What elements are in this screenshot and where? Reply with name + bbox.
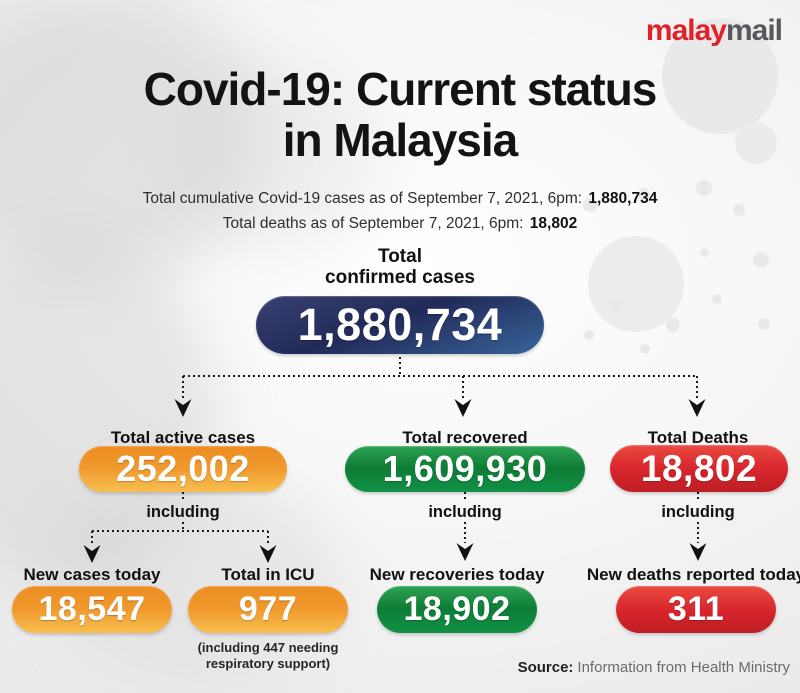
- icu-note: (including 447 needing respiratory suppo…: [197, 640, 339, 671]
- total-confirmed-label: Total confirmed cases: [325, 246, 475, 288]
- new-cases-pill: 18,547: [12, 586, 172, 633]
- virus-dot-icon: [758, 318, 770, 330]
- recovered-value: 1,609,930: [382, 448, 548, 489]
- new-recoveries-value: 18,902: [403, 590, 511, 628]
- recovered-pill: 1,609,930: [345, 446, 585, 492]
- source-label: Source:: [517, 659, 574, 676]
- new-cases-value: 18,547: [38, 590, 146, 628]
- subtitle-line1: Total cumulative Covid-19 cases as of Se…: [142, 190, 658, 207]
- new-deaths-pill: 311: [616, 586, 776, 633]
- total-confirmed-pill: 1,880,734: [256, 296, 544, 354]
- arrow-down-icon: [454, 399, 472, 417]
- new-recoveries-label: New recoveries today: [369, 565, 545, 584]
- icu-label: Total in ICU: [221, 565, 315, 584]
- background-blob: [50, 470, 340, 680]
- icu-pill: 977: [188, 586, 348, 633]
- total-deaths-value: 18,802: [529, 215, 578, 232]
- logo-text-malay: malay: [645, 14, 727, 47]
- virus-dot-icon: [700, 248, 709, 257]
- virus-dot-icon: [584, 330, 594, 340]
- virus-dot-icon: [610, 300, 622, 312]
- virus-dot-icon: [733, 204, 745, 216]
- total-deaths-label: Total Deaths: [647, 428, 749, 447]
- malaymail-logo: malaymail: [645, 14, 783, 47]
- virus-dot-icon: [753, 252, 769, 268]
- recovered-including-label: including: [428, 503, 502, 521]
- virus-watermark-icon: [588, 236, 684, 332]
- active-cases-pill: 252,002: [79, 446, 287, 492]
- total-deaths-pill-value: 18,802: [640, 447, 758, 489]
- background-blob: [170, 60, 380, 250]
- recovered-label: Total recovered: [402, 428, 528, 447]
- logo-text-mail: mail: [725, 14, 783, 47]
- icu-value: 977: [238, 590, 298, 628]
- total-confirmed-pill-value: 1,880,734: [297, 299, 503, 350]
- active-cases-value: 252,002: [116, 448, 250, 489]
- active-including-label: including: [146, 503, 220, 521]
- subtitle-line2: Total deaths as of September 7, 2021, 6p…: [222, 215, 578, 232]
- new-recoveries-pill: 18,902: [377, 586, 537, 633]
- cumulative-cases-value: 1,880,734: [588, 190, 658, 207]
- virus-dot-icon: [712, 294, 722, 304]
- new-deaths-label: New deaths reported today: [586, 565, 800, 584]
- virus-dot-icon: [640, 344, 650, 354]
- virus-dot-icon: [638, 188, 650, 200]
- arrow-down-icon: [456, 543, 474, 561]
- active-cases-label: Total active cases: [110, 428, 256, 447]
- total-deaths-pill: 18,802: [610, 445, 788, 492]
- page-title: Covid-19: Current status in Malaysia: [0, 64, 800, 166]
- arrow-down-icon: [688, 399, 706, 417]
- source-line: Source: Information from Health Ministry: [518, 659, 790, 676]
- new-cases-label: New cases today: [23, 565, 161, 584]
- new-deaths-value: 311: [667, 590, 725, 628]
- virus-dot-icon: [666, 318, 680, 332]
- deaths-including-label: including: [661, 503, 735, 521]
- virus-dot-icon: [735, 122, 777, 164]
- virus-watermark-icon: [662, 18, 778, 134]
- subtitle: Total cumulative Covid-19 cases as of Se…: [0, 186, 800, 236]
- page-title-line2: in Malaysia: [282, 114, 518, 166]
- arrow-down-icon: [689, 543, 707, 561]
- virus-dot-icon: [583, 198, 597, 212]
- virus-dot-icon: [696, 180, 712, 196]
- source-text: Information from Health Ministry: [577, 659, 790, 676]
- page-title-line1: Covid-19: Current status: [143, 63, 658, 115]
